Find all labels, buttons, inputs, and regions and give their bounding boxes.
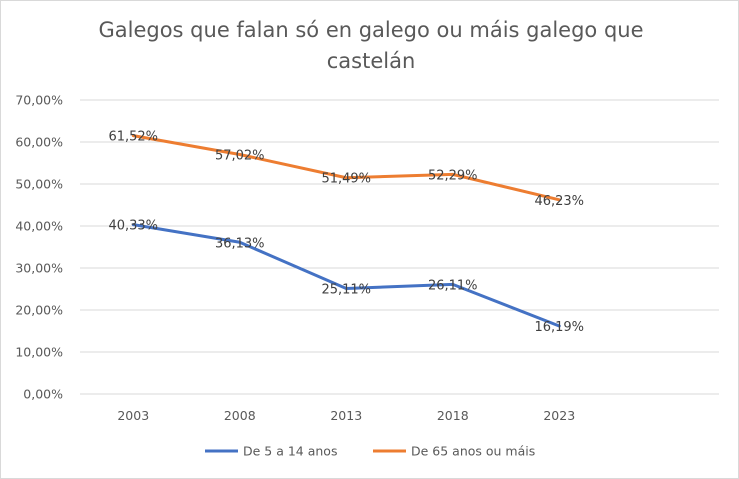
x-tick-label: 2013 [330,408,362,423]
data-label: 51,49% [321,172,371,187]
data-label: 52,29% [428,168,478,183]
legend-label: De 65 anos ou máis [411,444,535,459]
data-label: 61,52% [108,130,158,145]
series-line-1 [131,223,561,328]
y-tick-label: 60,00% [15,135,63,150]
y-tick-label: 0,00% [23,387,63,402]
data-label: 57,02% [215,149,265,164]
data-label: 36,13% [215,236,265,251]
data-label: 26,11% [428,278,478,293]
data-label: 40,33% [108,219,158,234]
y-tick-label: 10,00% [15,345,63,360]
y-tick-label: 20,00% [15,303,63,318]
chart-title: Galegos que falan só en galego ou máis g… [98,18,644,73]
y-tick-label: 40,00% [15,219,63,234]
legend-label: De 5 a 14 anos [243,444,337,459]
x-tick-label: 2018 [437,408,469,423]
data-label: 46,23% [534,194,584,209]
x-tick-label: 2003 [117,408,149,423]
y-tick-label: 30,00% [15,261,63,276]
series-line-2 [131,134,561,202]
y-tick-label: 50,00% [15,177,63,192]
data-label: 25,11% [321,283,371,298]
data-label: 16,19% [534,320,584,335]
x-tick-label: 2008 [224,408,256,423]
y-tick-label: 70,00% [15,93,63,108]
x-tick-label: 2023 [543,408,575,423]
